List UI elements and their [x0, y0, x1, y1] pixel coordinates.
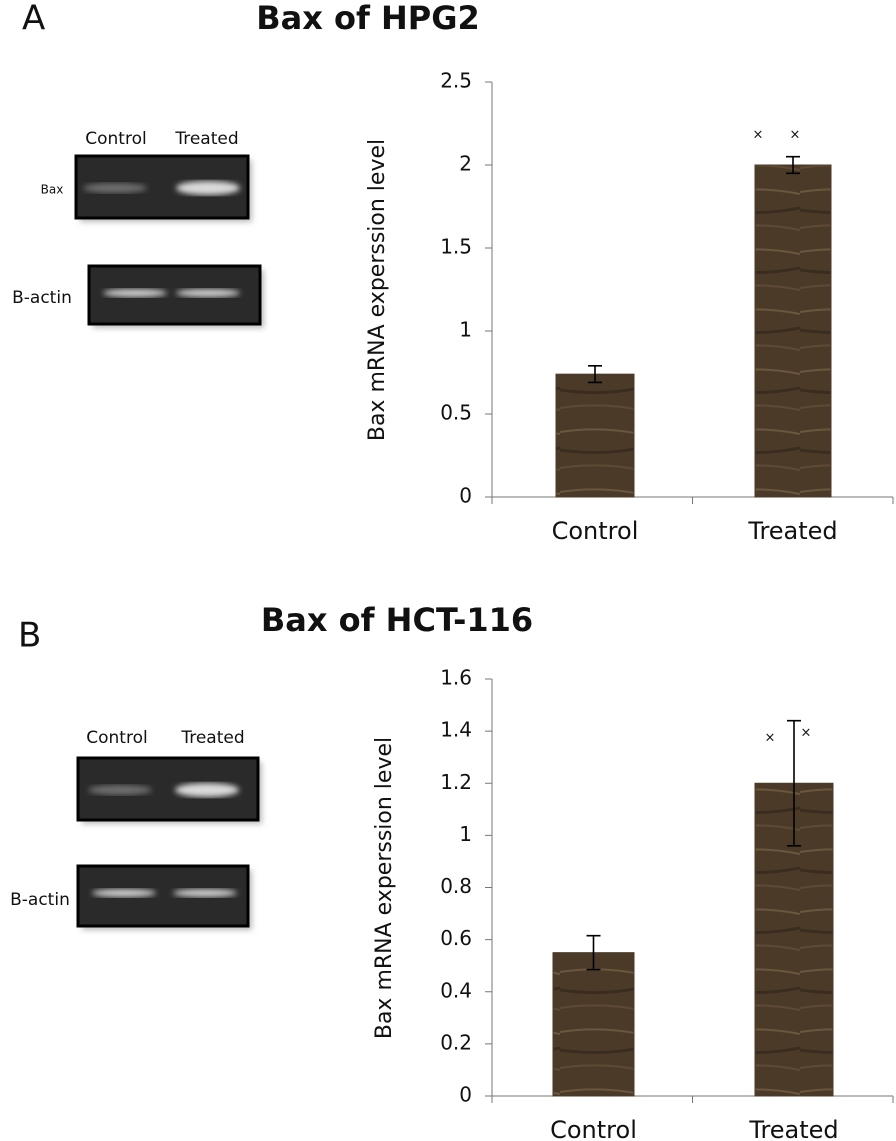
- y-tick-label: 0: [459, 484, 472, 508]
- y-tick-label: 0: [459, 1083, 472, 1107]
- y-tick-label: 2.5: [440, 69, 472, 93]
- band-label: Bax: [41, 183, 64, 197]
- gel-band: [92, 889, 156, 897]
- error-bar: [586, 934, 601, 971]
- gel-band: [176, 181, 240, 195]
- y-axis-label: Bax mRNA experssion level: [372, 737, 397, 1039]
- bar: [754, 164, 832, 498]
- gel-band: [83, 183, 147, 193]
- y-tick-label: 0.5: [440, 401, 472, 425]
- y-tick-label: 1.5: [440, 235, 472, 259]
- y-tick-label: 1: [459, 822, 472, 846]
- band-label: B-actin: [10, 890, 70, 910]
- error-bar: [786, 155, 800, 175]
- y-tick-label: 2: [459, 152, 472, 176]
- gel-band: [176, 289, 240, 297]
- y-tick-label: 0.8: [440, 874, 472, 898]
- bar: [552, 952, 635, 1097]
- lane-label: Treated: [174, 129, 238, 149]
- x-tick-label: Treated: [747, 517, 837, 545]
- lane-label: Control: [85, 129, 146, 149]
- significance-mark: ×: [753, 128, 764, 143]
- panel-letter: A: [22, 0, 45, 39]
- error-bar: [787, 719, 801, 847]
- gel-band: [175, 783, 239, 797]
- gel-band: [103, 289, 167, 297]
- lane-label: Treated: [180, 728, 244, 748]
- gel-band: [173, 889, 237, 897]
- y-tick-label: 1.2: [440, 770, 472, 794]
- lane-label: Control: [86, 728, 147, 748]
- y-tick-label: 0.6: [440, 926, 472, 950]
- chart-title: Bax of HPG2: [256, 0, 480, 37]
- y-tick-label: 0.2: [440, 1030, 472, 1054]
- band-label: B-actin: [12, 288, 72, 308]
- chart-title: Bax of HCT-116: [261, 601, 533, 639]
- significance-mark: ×: [790, 128, 801, 143]
- error-bar: [588, 365, 602, 384]
- y-tick-label: 1: [459, 318, 472, 342]
- x-tick-label: Control: [550, 1116, 637, 1141]
- panel-letter: B: [18, 616, 41, 656]
- y-axis-label: Bax mRNA experssion level: [365, 139, 390, 441]
- x-tick-label: Control: [552, 517, 639, 545]
- bar: [555, 373, 635, 498]
- y-tick-label: 0.4: [440, 978, 472, 1002]
- y-tick-label: 1.6: [440, 666, 472, 690]
- x-tick-label: Treated: [748, 1116, 838, 1141]
- significance-mark: ×: [801, 726, 812, 741]
- gel-band: [88, 785, 152, 795]
- y-tick-label: 1.4: [440, 718, 472, 742]
- significance-mark: ×: [765, 731, 776, 746]
